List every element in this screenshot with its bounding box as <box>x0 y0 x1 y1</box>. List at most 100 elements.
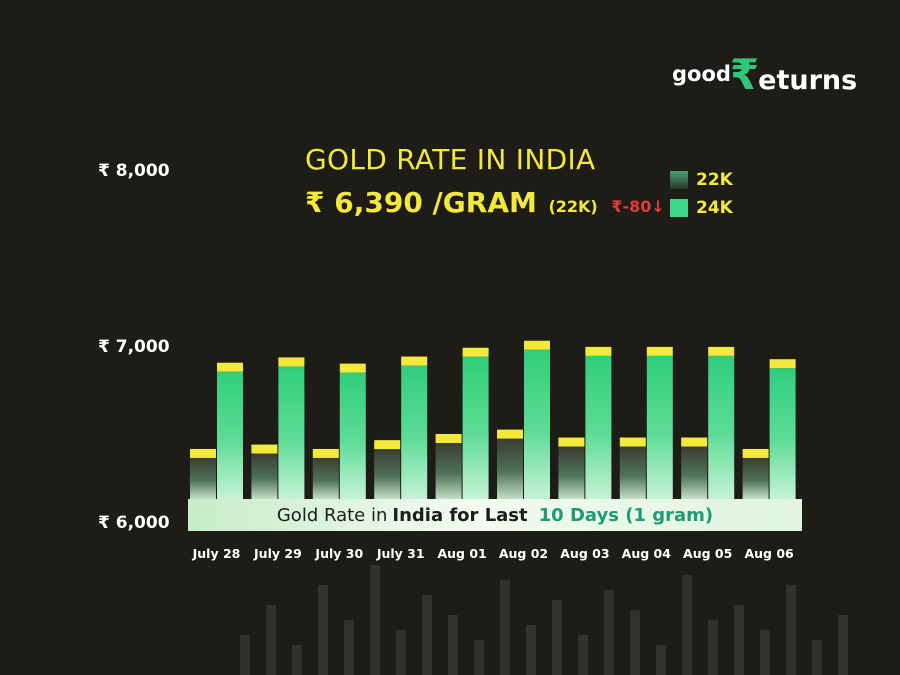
x-tick-label: Aug 05 <box>683 546 732 561</box>
chart-title: GOLD RATE IN INDIA <box>305 143 596 176</box>
price-summary: ₹ 6,390 /GRAM (22K) ₹-80↓ <box>305 186 665 219</box>
bar-24k <box>646 355 673 499</box>
background-bar <box>656 645 666 675</box>
legend-swatch-22k <box>670 171 688 189</box>
bar-series <box>190 340 796 499</box>
background-bar <box>604 590 614 675</box>
background-bar <box>838 615 848 675</box>
bar-cap-22k <box>742 448 769 458</box>
legend-label-22k: 22K <box>696 170 733 190</box>
y-axis: ₹ 6,000 ₹ 7,000 ₹ 8,000 <box>98 161 170 533</box>
x-tick-label: Aug 04 <box>622 546 672 561</box>
caption-part-2: India for Last <box>392 504 528 526</box>
legend-label-24k: 24K <box>696 198 733 218</box>
bar-22k <box>742 457 769 499</box>
background-bar <box>786 585 796 675</box>
x-tick-label: July 30 <box>314 546 363 561</box>
logo-eturns-text: eturns <box>758 65 858 96</box>
bar-cap-24k <box>524 340 550 350</box>
bar-cap-22k <box>374 440 401 450</box>
bar-22k <box>190 457 216 499</box>
background-bar <box>578 635 588 675</box>
background-decoration <box>240 565 848 675</box>
bar-22k <box>497 438 523 499</box>
bar-cap-24k <box>339 363 366 373</box>
bar-cap-24k <box>217 362 243 372</box>
y-tick-label: ₹ 7,000 <box>98 337 170 357</box>
background-bar <box>708 620 718 675</box>
bar-22k <box>374 449 401 499</box>
bar-24k <box>278 366 305 499</box>
background-bar <box>370 565 380 675</box>
x-tick-label: July 28 <box>192 546 241 561</box>
background-bar <box>682 575 692 675</box>
background-bar <box>266 605 276 675</box>
background-bar <box>760 630 770 675</box>
legend-item-24k: 24K <box>670 194 733 222</box>
bar-cap-22k <box>619 437 646 447</box>
bar-cap-24k <box>708 346 735 356</box>
background-bar <box>422 595 432 675</box>
background-bar <box>318 585 328 675</box>
bar-22k <box>681 446 708 499</box>
legend-swatch-24k <box>670 199 688 217</box>
x-tick-label: Aug 06 <box>744 546 794 561</box>
bar-cap-22k <box>251 444 278 454</box>
bar-24k <box>708 355 735 499</box>
background-bar <box>448 615 458 675</box>
legend-item-22k: 22K <box>670 166 733 194</box>
logo-rupee-icon: ₹ <box>729 50 760 99</box>
bar-24k <box>524 349 550 499</box>
background-bar <box>526 625 536 675</box>
x-tick-label: Aug 01 <box>437 546 486 561</box>
bar-24k <box>462 356 489 499</box>
bar-22k <box>558 446 585 499</box>
background-bar <box>552 600 562 675</box>
bar-cap-24k <box>646 346 673 356</box>
chart-caption: Gold Rate in India for Last 10 Days (1 g… <box>188 499 802 531</box>
price-change: ₹-80↓ <box>611 197 665 216</box>
bar-24k <box>339 372 366 499</box>
price-per-gram: ₹ 6,390 /GRAM <box>305 186 537 219</box>
bar-24k <box>401 365 428 499</box>
x-axis: July 28 July 29 July 30 July 31 Aug 01 Aug 02… <box>192 546 794 561</box>
caption-part-1: Gold Rate in <box>276 504 388 526</box>
bar-cap-22k <box>312 448 339 458</box>
bar-24k <box>217 371 243 499</box>
background-bar <box>344 620 354 675</box>
background-bar <box>500 580 510 675</box>
background-bar <box>396 630 406 675</box>
background-bar <box>734 605 744 675</box>
bar-cap-22k <box>497 429 523 439</box>
background-bar <box>292 645 302 675</box>
legend: 22K 24K <box>670 166 733 222</box>
logo-good-text: good <box>672 62 731 86</box>
bar-22k <box>251 453 278 499</box>
bar-cap-24k <box>462 347 489 357</box>
goodreturns-logo: good₹eturns <box>672 50 857 99</box>
x-tick-label: Aug 03 <box>560 546 609 561</box>
y-tick-label: ₹ 6,000 <box>98 513 170 533</box>
background-bar <box>630 610 640 675</box>
bar-cap-24k <box>401 356 428 366</box>
bar-cap-24k <box>278 357 305 367</box>
bar-22k <box>312 457 339 499</box>
background-bar <box>240 635 250 675</box>
bar-24k <box>585 355 612 499</box>
y-tick-label: ₹ 8,000 <box>98 161 170 181</box>
bar-cap-22k <box>190 448 216 458</box>
x-tick-label: July 29 <box>253 546 302 561</box>
bar-22k <box>619 446 646 499</box>
bar-cap-24k <box>769 359 796 369</box>
x-tick-label: July 31 <box>376 546 425 561</box>
caption-part-3: 10 Days (1 gram) <box>538 504 714 526</box>
x-tick-label: Aug 02 <box>499 546 548 561</box>
background-bar <box>474 640 484 675</box>
bar-cap-24k <box>585 346 612 356</box>
bar-cap-22k <box>681 437 708 447</box>
bar-cap-22k <box>435 434 462 443</box>
karat-label: (22K) <box>548 197 598 216</box>
bar-22k <box>435 443 462 499</box>
bar-cap-22k <box>558 437 585 447</box>
